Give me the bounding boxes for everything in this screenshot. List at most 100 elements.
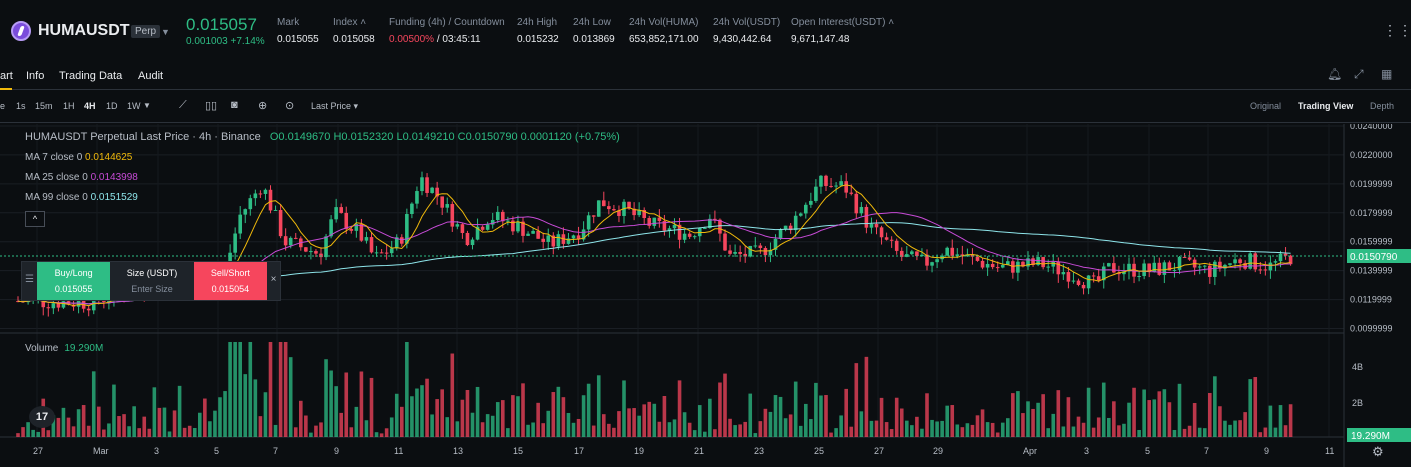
volume-bar [1036, 402, 1040, 437]
candle-body [91, 293, 96, 311]
current-price-tag: 0.0150790 [1350, 252, 1398, 263]
volume-bar [293, 427, 298, 437]
size-input[interactable]: Size (USDT) Enter Size [126, 268, 178, 294]
perp-badge: Perp [131, 25, 161, 38]
candle-body [1162, 262, 1167, 275]
volume-bar [713, 429, 717, 437]
legend-collapse-button[interactable]: ^ [25, 211, 45, 227]
candle-body [1157, 262, 1162, 275]
stat-index[interactable]: Index ˄ 0.015058 [333, 17, 375, 45]
candle-body [788, 225, 793, 231]
volume-bar [768, 411, 773, 437]
candle-body [501, 211, 505, 222]
camera-icon[interactable]: ◙ [231, 99, 238, 111]
indicator-icon[interactable]: ⟋ [179, 99, 187, 111]
interval-4h[interactable]: 4H [84, 101, 96, 111]
ma7-legend[interactable]: MA 7 close 0 0.0144625 [25, 152, 133, 163]
candle-body [975, 256, 980, 261]
candle-body [405, 213, 409, 244]
volume-bar [21, 427, 25, 437]
tab-info[interactable]: Info [26, 70, 45, 82]
candle-body [253, 193, 258, 199]
volume-bar [102, 429, 106, 437]
plus-circle-icon[interactable]: ⊕ [258, 100, 268, 112]
chart-legend-title: HUMAUSDT Perpetual Last Price · 4h · Bin… [25, 131, 620, 143]
price-tick-label: 0.0139999 [1350, 266, 1393, 276]
volume-bar [1096, 417, 1101, 437]
volume-bar [581, 395, 586, 437]
candle-body [460, 224, 465, 233]
volume-bar [723, 373, 727, 437]
volume-bar [526, 424, 530, 437]
volume-bar [177, 385, 182, 437]
view-depth[interactable]: Depth [1370, 101, 1395, 111]
interval-time[interactable]: e [0, 101, 6, 111]
volume-bar [1263, 427, 1268, 437]
volume-bar [445, 417, 450, 437]
stat-open-interest[interactable]: Open Interest(USDT) ˄ 9,671,147.48 [791, 17, 895, 45]
candle-body [985, 263, 990, 268]
candle-body [400, 237, 404, 244]
volume-bar [970, 424, 975, 437]
candle-body [268, 189, 273, 211]
tradingview-logo-icon[interactable]: 17 [29, 406, 55, 428]
tab-chart[interactable]: art [0, 70, 13, 82]
chevron-down-icon[interactable]: ▼ [161, 27, 170, 37]
candle-body [485, 224, 490, 230]
alert-bell-icon[interactable]: 🔔︎ [1327, 67, 1343, 81]
candle-body [278, 209, 283, 237]
tab-audit[interactable]: Audit [138, 70, 164, 82]
volume-bar [1046, 428, 1050, 437]
volume-bar [364, 420, 369, 437]
interval-15m[interactable]: 15m [35, 101, 53, 111]
vol-tick-2b: 2B [1352, 398, 1363, 408]
volume-bar [425, 378, 429, 437]
candle-body [1046, 266, 1050, 268]
candle-type-icon[interactable]: ▯▯ [205, 100, 218, 112]
interval-1s[interactable]: 1s [16, 101, 26, 111]
candle-body [632, 208, 636, 216]
interval-1d[interactable]: 1D [106, 101, 118, 111]
volume-bar [107, 423, 111, 437]
volume-bar [450, 353, 455, 437]
interval-1h[interactable]: 1H [63, 101, 75, 111]
settings-icon[interactable]: ⚙ [1372, 444, 1384, 459]
volume-bar [546, 410, 551, 437]
volume-bar [910, 425, 914, 437]
candle-body [773, 238, 778, 250]
volume-bar [511, 395, 515, 437]
candle-body [1243, 263, 1247, 269]
replay-icon[interactable]: ⊙ [285, 100, 295, 112]
more-icon[interactable]: ⋮⋮ [1383, 22, 1411, 38]
candle-body [248, 198, 253, 210]
expand-icon[interactable]: ⤢ [1354, 67, 1364, 81]
candle-body [1167, 262, 1172, 271]
close-icon[interactable]: × [270, 274, 277, 285]
tab-trading-data[interactable]: Trading Data [59, 70, 123, 82]
ma99-legend[interactable]: MA 99 close 0 0.0151529 [25, 192, 138, 203]
volume-bar [733, 425, 737, 437]
candle-body [506, 220, 510, 222]
grid-icon[interactable]: ▦ [1381, 67, 1393, 81]
volume-bar [1202, 428, 1207, 437]
volume-bar [899, 408, 904, 437]
candle-body [384, 252, 389, 254]
price-type-select[interactable]: Last Price ▾ [311, 101, 359, 111]
volume-bar [76, 409, 81, 437]
ma25-legend[interactable]: MA 25 close 0 0.0143998 [25, 172, 138, 183]
volume-bar [586, 383, 591, 437]
chevron-down-icon[interactable]: ▼ [143, 101, 151, 110]
view-original[interactable]: Original [1250, 101, 1282, 111]
interval-1w[interactable]: 1W [127, 101, 141, 111]
drag-handle-icon[interactable]: ☰ [24, 274, 34, 285]
candle-body [283, 236, 288, 246]
candle-body [723, 233, 727, 251]
volume-bar [1132, 387, 1136, 437]
sell-short-button[interactable]: Sell/Short 0.015054 [193, 262, 268, 300]
symbol-name[interactable]: HUMAUSDT [38, 22, 130, 39]
stat-24h-vol-huma: 24h Vol(HUMA) 653,852,171.00 [629, 17, 699, 45]
time-tick-label: 3 [1084, 446, 1089, 456]
volume-bar [930, 419, 934, 437]
buy-long-button[interactable]: Buy/Long 0.015055 [36, 262, 111, 300]
view-trading-view[interactable]: Trading View [1298, 101, 1354, 111]
